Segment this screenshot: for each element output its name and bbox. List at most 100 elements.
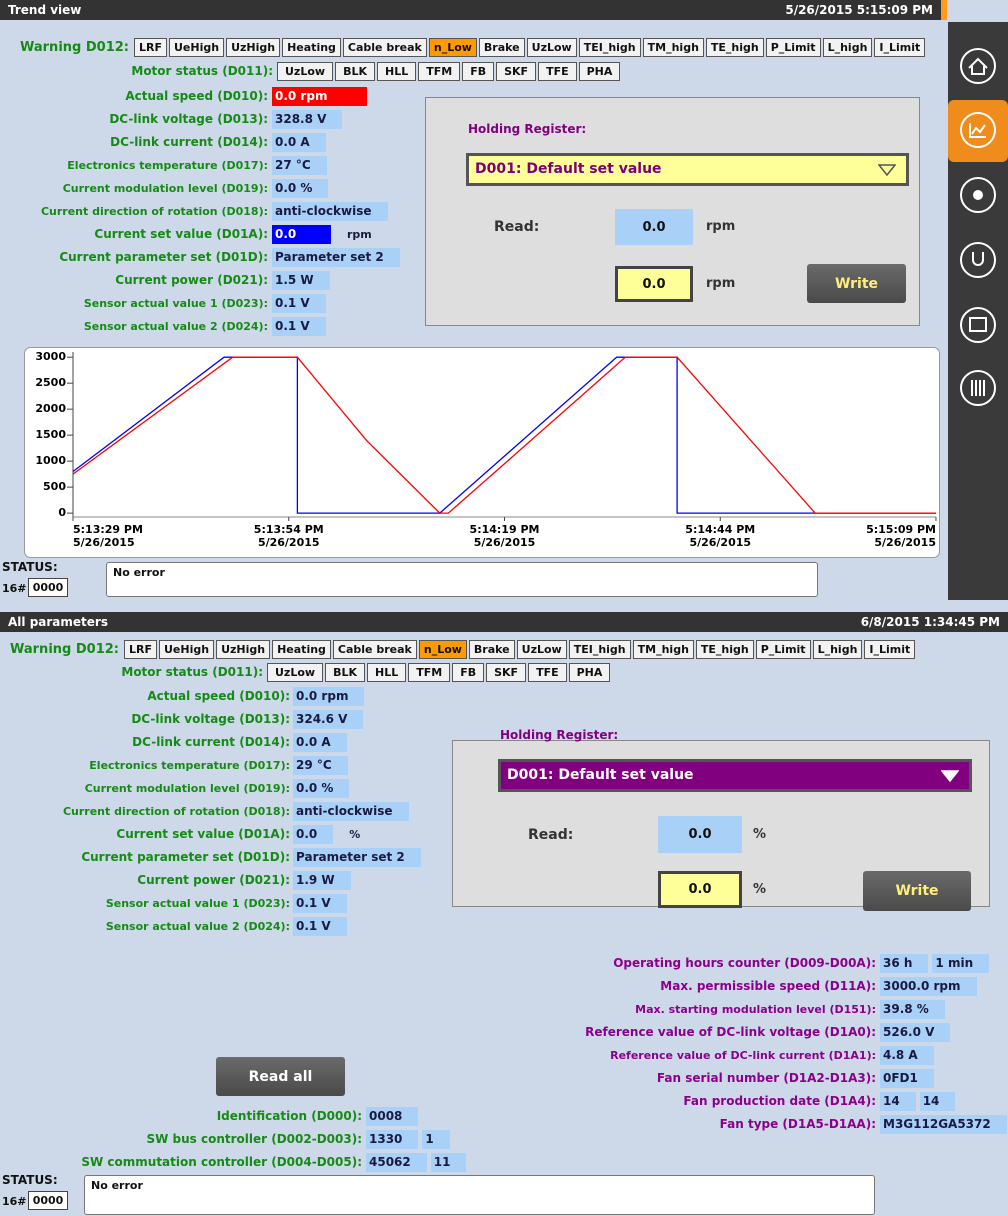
write-input[interactable]: 0.0: [658, 871, 742, 908]
flag-button[interactable]: TFM: [408, 663, 451, 682]
id-label: SW commutation controller (D004-D005):: [81, 1155, 362, 1169]
title-bar: Trend view 5/26/2015 5:15:09 PM: [0, 0, 941, 20]
detail-label: Fan production date (D1A4):: [683, 1094, 876, 1108]
flag-button[interactable]: LRF: [133, 38, 167, 57]
flag-button[interactable]: L_high: [822, 38, 873, 57]
id-value: 45062: [366, 1153, 427, 1172]
flag-button[interactable]: TFM: [418, 62, 461, 81]
read-all-button[interactable]: Read all: [216, 1057, 345, 1096]
flag-button[interactable]: TFE: [528, 663, 567, 682]
settings-icon[interactable]: [960, 177, 996, 213]
mixer-icon[interactable]: [960, 370, 996, 406]
param-label: Current set value (D01A):: [94, 227, 268, 241]
flag-button[interactable]: HLL: [377, 62, 417, 81]
id-value: 1330: [366, 1130, 419, 1149]
flag-button[interactable]: n_Low: [428, 38, 477, 57]
write-button[interactable]: Write: [807, 264, 906, 303]
holding-register: D001: Default set value Read: 0.0% 0.0% Writ…: [452, 740, 990, 911]
x-tick-date: 5/26/2015: [258, 536, 320, 549]
flag-button[interactable]: FB: [452, 663, 485, 682]
flag-button[interactable]: L_high: [812, 640, 863, 659]
flag-button[interactable]: I_Limit: [864, 640, 916, 659]
flag-button[interactable]: LRF: [123, 640, 157, 659]
flag-button[interactable]: Heating: [272, 640, 331, 659]
param-value: 0.1 V: [272, 294, 326, 313]
home-icon[interactable]: [960, 48, 996, 84]
dropdown[interactable]: D001: Default set value: [466, 153, 909, 186]
flag-button[interactable]: UzLow: [526, 38, 577, 57]
flag-button[interactable]: UzHigh: [216, 640, 271, 659]
write-input[interactable]: 0.0: [615, 266, 693, 302]
detail-value: 3000.0 rpm: [880, 977, 977, 996]
flag-button[interactable]: TEI_high: [578, 38, 641, 57]
y-tick-label: 500: [43, 480, 66, 493]
param-values: 328.8 V: [272, 110, 343, 129]
flag-button[interactable]: P_Limit: [765, 38, 821, 57]
flag-button[interactable]: UeHigh: [158, 640, 215, 659]
trend-icon[interactable]: [960, 112, 996, 148]
detail-label: Max. starting modulation level (D151):: [635, 1003, 876, 1016]
flag-button[interactable]: TM_high: [642, 38, 704, 57]
detail-label: Reference value of DC-link voltage (D1A0…: [585, 1025, 876, 1039]
flag-button[interactable]: UzHigh: [226, 38, 281, 57]
id-value: 1: [422, 1130, 450, 1149]
flag-button[interactable]: TM_high: [632, 640, 694, 659]
param-value: 324.6 V: [293, 710, 364, 729]
flag-button[interactable]: PHA: [568, 663, 611, 682]
flag-button[interactable]: TE_high: [705, 38, 764, 57]
flag-button[interactable]: TE_high: [695, 640, 754, 659]
flag-button[interactable]: Brake: [478, 38, 525, 57]
flag-button[interactable]: I_Limit: [874, 38, 926, 57]
flag-button[interactable]: SKF: [496, 62, 537, 81]
param-values: Parameter set 2: [272, 248, 400, 267]
write-unit: %: [753, 881, 767, 897]
flag-button[interactable]: TFE: [538, 62, 577, 81]
param-values: anti-clockwise: [293, 802, 409, 821]
flag-button[interactable]: P_Limit: [755, 640, 811, 659]
flag-button[interactable]: Brake: [468, 640, 515, 659]
flag-button[interactable]: UeHigh: [168, 38, 225, 57]
flag-button[interactable]: UzLow: [277, 62, 334, 81]
image-icon[interactable]: [960, 307, 996, 343]
param-label: Sensor actual value 1 (D023):: [105, 897, 290, 910]
detail-label: Operating hours counter (D009-D00A):: [613, 956, 876, 970]
param-label: DC-link voltage (D013):: [109, 112, 268, 126]
flag-button[interactable]: HLL: [367, 663, 407, 682]
motor-status-row: UzLow BLK HLL TFM FB SKF TFE PHA: [267, 663, 611, 682]
param-label: Sensor actual value 2 (D024):: [83, 320, 268, 333]
flag-button[interactable]: TEI_high: [568, 640, 631, 659]
id-values: 45062 11: [366, 1153, 467, 1172]
flag-button[interactable]: Heating: [282, 38, 341, 57]
flag-button[interactable]: FB: [462, 62, 495, 81]
arrow: [878, 164, 896, 176]
warning-row: Warning D012: LRF UeHigh UzHigh Heating Cable…: [20, 38, 926, 57]
param-label: Electronics temperature (D017):: [67, 159, 268, 172]
detail-value: 39.8 %: [880, 1000, 945, 1019]
warning-row: Warning D012: LRF UeHigh UzHigh Heating Cable…: [10, 640, 916, 659]
panel-title: All parameters: [8, 615, 108, 629]
flag-button[interactable]: UzLow: [516, 640, 567, 659]
flag-button[interactable]: BLK: [325, 663, 365, 682]
dropdown[interactable]: D001: Default set value: [498, 759, 972, 792]
y-tick-label: 1000: [35, 454, 66, 467]
flag-button[interactable]: Cable break: [342, 38, 427, 57]
x-tick-time: 5:13:54 PM: [254, 523, 324, 536]
param-value: Parameter set 2: [272, 248, 400, 267]
write-button[interactable]: Write: [863, 871, 971, 911]
param-values: anti-clockwise: [272, 202, 388, 221]
detail-values: M3G112GA5372: [880, 1115, 1007, 1134]
sidebar: [948, 22, 1008, 600]
flag-button[interactable]: SKF: [486, 663, 527, 682]
flag-button[interactable]: BLK: [335, 62, 375, 81]
param-value: 0.0 rpm: [293, 687, 365, 706]
param-value: Parameter set 2: [293, 848, 421, 867]
detail-value: M3G112GA5372: [880, 1115, 1007, 1134]
diagnose-icon[interactable]: [960, 242, 996, 278]
param-label: Actual speed (D010):: [125, 89, 268, 103]
flag-button[interactable]: PHA: [578, 62, 621, 81]
flag-button[interactable]: UzLow: [267, 663, 324, 682]
detail-values: 39.8 %: [880, 1000, 945, 1019]
flag-button[interactable]: Cable break: [332, 640, 417, 659]
flag-button[interactable]: n_Low: [418, 640, 467, 659]
param-values: 0.0 rpm: [293, 687, 365, 706]
